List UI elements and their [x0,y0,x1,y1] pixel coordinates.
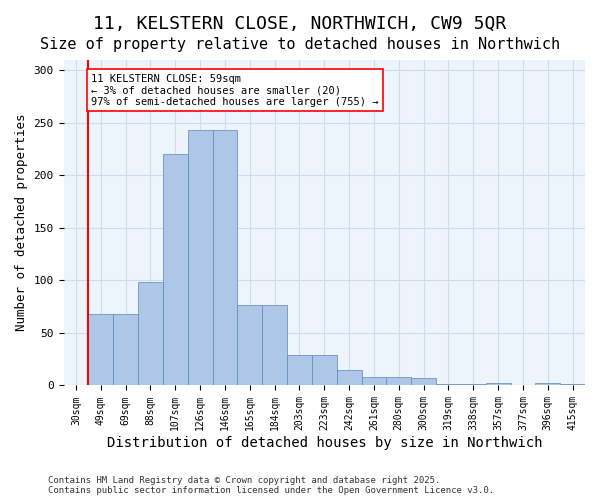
Bar [436,384,461,386]
Text: Contains HM Land Registry data © Crown copyright and database right 2025.
Contai: Contains HM Land Registry data © Crown c… [48,476,494,495]
Bar [386,377,411,386]
Bar [163,154,188,386]
Text: 11 KELSTERN CLOSE: 59sqm
← 3% of detached houses are smaller (20)
97% of semi-de: 11 KELSTERN CLOSE: 59sqm ← 3% of detache… [91,74,379,107]
Text: Size of property relative to detached houses in Northwich: Size of property relative to detached ho… [40,38,560,52]
X-axis label: Distribution of detached houses by size in Northwich: Distribution of detached houses by size … [107,436,542,450]
Bar [535,384,560,386]
Bar [113,314,138,386]
Bar [337,370,362,386]
Bar [362,377,386,386]
Bar [262,304,287,386]
Bar [461,384,485,386]
Bar [88,314,113,386]
Bar [188,130,212,386]
Bar [287,355,312,386]
Bar [560,384,585,386]
Bar [411,378,436,386]
Text: 11, KELSTERN CLOSE, NORTHWICH, CW9 5QR: 11, KELSTERN CLOSE, NORTHWICH, CW9 5QR [94,15,506,33]
Bar [238,304,262,386]
Bar [485,384,511,386]
Bar [312,355,337,386]
Y-axis label: Number of detached properties: Number of detached properties [15,114,28,332]
Bar [212,130,238,386]
Bar [138,282,163,386]
